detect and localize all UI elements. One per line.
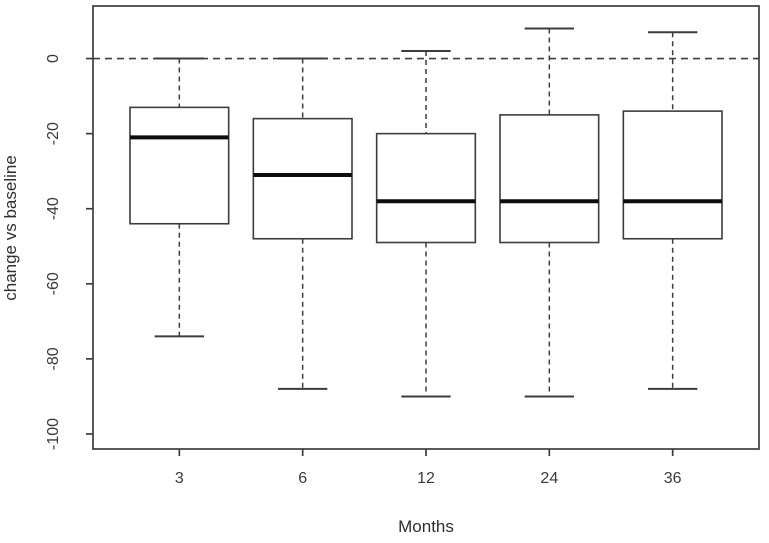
whiskers-3 xyxy=(154,57,204,338)
y-axis-ticks: 0 -20 -40 -60 -80 -100 xyxy=(45,54,93,450)
y-tick-label: -40 xyxy=(45,197,62,220)
box-rect xyxy=(375,132,477,244)
box-rect xyxy=(252,117,353,240)
x-tick-label: 36 xyxy=(664,470,682,487)
x-tick-label: 12 xyxy=(417,470,435,487)
whisker-layer xyxy=(154,27,698,398)
box-group-24 xyxy=(499,114,600,244)
x-axis-title: Months xyxy=(398,517,454,536)
box-group-6 xyxy=(252,117,353,240)
whiskers-12 xyxy=(401,50,451,398)
y-tick-label: -60 xyxy=(45,272,62,295)
whiskers-24 xyxy=(524,27,574,398)
x-tick-label: 24 xyxy=(540,470,558,487)
box-group-36 xyxy=(622,110,723,240)
y-tick-label: -80 xyxy=(45,347,62,370)
box-rect xyxy=(499,114,600,244)
box-layer xyxy=(129,106,723,244)
y-tick-label: -100 xyxy=(45,418,62,450)
box-group-3 xyxy=(129,106,230,225)
y-tick-label: -20 xyxy=(45,122,62,145)
box-group-12 xyxy=(375,132,477,244)
box-rect xyxy=(129,106,230,225)
whiskers-36 xyxy=(648,31,698,390)
whiskers-6 xyxy=(278,57,328,390)
box-rect xyxy=(622,110,723,240)
y-axis-title: change vs baseline xyxy=(1,155,20,301)
x-tick-label: 6 xyxy=(298,470,307,487)
y-tick-label: 0 xyxy=(45,54,62,63)
x-tick-label: 3 xyxy=(175,470,184,487)
x-axis-ticks: 3 6 12 24 36 xyxy=(175,449,682,487)
